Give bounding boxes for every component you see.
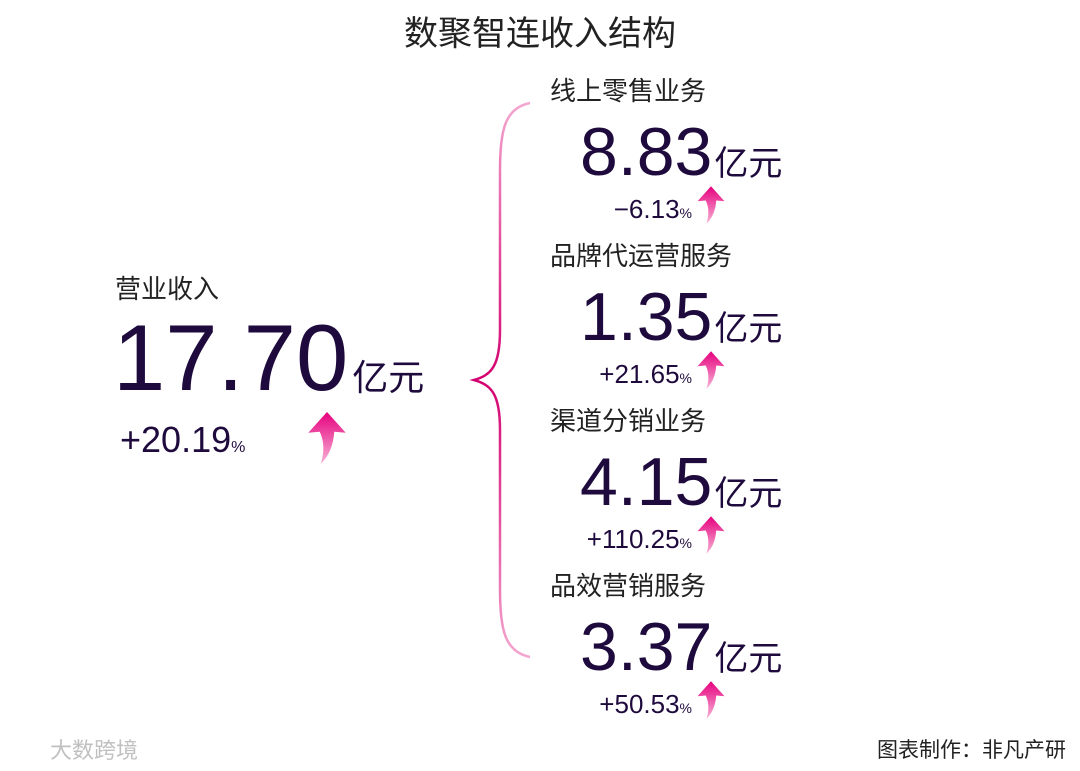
up-arrow (308, 412, 346, 464)
change: +110.25 (587, 524, 680, 554)
change-unit: % (680, 370, 692, 386)
unit: 亿元 (714, 475, 782, 513)
value: 8.83 (580, 114, 712, 190)
segment-label: 品牌代运营服务 (550, 242, 732, 272)
value: 4.15 (580, 444, 712, 520)
title: 数聚智连收入结构 (404, 14, 676, 54)
up-arrow (697, 516, 725, 554)
change: +21.65 (599, 359, 679, 389)
up-arrow (697, 186, 725, 224)
change-unit: % (680, 535, 692, 551)
unit: 亿元 (714, 145, 782, 183)
change: +50.53 (599, 689, 679, 719)
segment-label: 线上零售业务 (550, 77, 706, 107)
change-unit: % (680, 205, 692, 221)
brace (469, 101, 531, 659)
change: −6.13 (614, 194, 680, 224)
segments: 线上零售业务8.83亿元−6.13%品牌代运营服务1.35亿元+21.65%渠道… (550, 77, 782, 719)
segment-change: +21.65% (599, 359, 692, 389)
segment-value: 1.35亿元 (580, 279, 782, 355)
segment-value: 4.15亿元 (580, 444, 782, 520)
total-value: 17.70 亿元 (113, 305, 424, 410)
total-label: 营业收入 (115, 275, 219, 305)
segment-label: 渠道分销业务 (550, 407, 706, 437)
segment-change: +110.25% (587, 524, 692, 554)
total-change: +20.19% (120, 419, 245, 460)
value: 17.70 (113, 305, 348, 410)
change-unit: % (231, 439, 245, 456)
watermark: 大数跨境 (50, 739, 138, 764)
unit: 亿元 (714, 640, 782, 678)
credit: 图表制作：非凡产研 (877, 738, 1066, 762)
change-unit: % (680, 700, 692, 716)
up-arrow (697, 351, 725, 389)
value: 1.35 (580, 279, 712, 355)
unit: 亿元 (714, 310, 782, 348)
segment-change: +50.53% (599, 689, 692, 719)
value: 3.37 (580, 609, 712, 685)
unit: 亿元 (352, 357, 424, 398)
segment-value: 3.37亿元 (580, 609, 782, 685)
up-arrow (697, 681, 725, 719)
segment-change: −6.13% (614, 194, 692, 224)
change: +20.19 (120, 419, 231, 460)
segment-value: 8.83亿元 (580, 114, 782, 190)
segment-label: 品效营销服务 (550, 572, 706, 602)
